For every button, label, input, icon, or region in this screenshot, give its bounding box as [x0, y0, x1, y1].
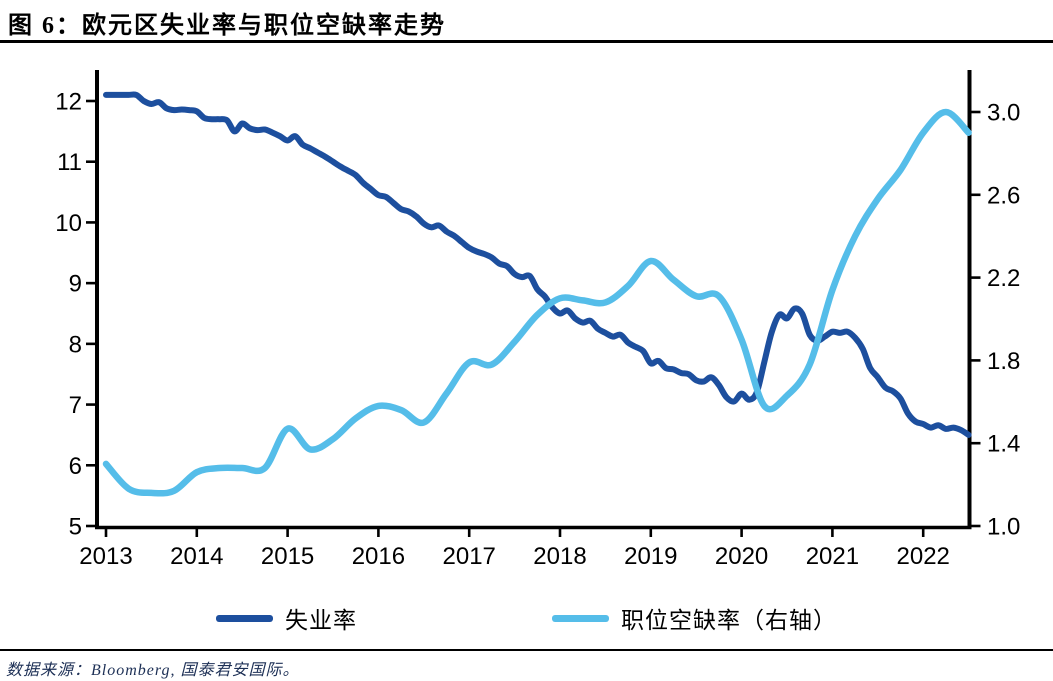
right-axis-tick-label: 3.0: [987, 100, 1020, 127]
right-axis-tick-label: 1.8: [987, 348, 1020, 375]
vacancy-line-swatch: [552, 614, 609, 622]
x-axis-tick-label: 2020: [715, 543, 768, 570]
legend-item-unemployment: 失业率: [216, 601, 357, 635]
unemployment-line-swatch: [216, 614, 273, 622]
figure-title: 图 6：欧元区失业率与职位空缺率走势: [8, 13, 446, 39]
right-axis-tick-label: 2.6: [987, 182, 1020, 209]
x-axis-tick-label: 2013: [79, 543, 132, 570]
left-axis-tick-label: 5: [69, 514, 82, 541]
left-axis-tick-label: 9: [69, 271, 82, 298]
vacancy-line: [102, 108, 972, 497]
data-source-note: 数据来源：Bloomberg, 国泰君安国际。: [6, 662, 300, 679]
x-axis-tick-label: 2018: [533, 543, 586, 570]
left-axis-tick-label: 6: [69, 453, 82, 480]
legend-item-vacancy: 职位空缺率（右轴）: [552, 601, 837, 635]
x-axis-tick-label: 2021: [806, 543, 859, 570]
footer-divider: [0, 649, 1053, 651]
chart-legend: 失业率 职位空缺率（右轴）: [0, 601, 1053, 635]
dual-axis-line-chart: 12 11 10 9 8 7 6 5 3.0 2.6 2.2 1.8 1.4 1.0 2013 2014 201…: [55, 70, 1020, 570]
right-axis-tick-label: 2.2: [987, 265, 1020, 292]
x-axis-tick-label: 2019: [624, 543, 677, 570]
x-axis-tick-label: 2015: [261, 543, 314, 570]
left-axis-tick-label: 12: [55, 89, 82, 116]
x-axis-tick-label: 2017: [443, 543, 496, 570]
right-axis-tick-label: 1.0: [987, 514, 1020, 541]
legend-label-unemployment: 失业率: [285, 608, 357, 633]
x-axis-tick-label: 2022: [897, 543, 950, 570]
legend-label-vacancy: 职位空缺率（右轴）: [621, 608, 837, 633]
left-axis-tick-label: 7: [69, 392, 82, 419]
unemployment-line: [103, 91, 972, 438]
left-axis-tick-label: 8: [69, 331, 82, 358]
x-axis-tick-label: 2016: [352, 543, 405, 570]
left-axis-tick-label: 10: [55, 210, 82, 237]
left-axis-tick-label: 11: [57, 149, 82, 176]
right-axis-tick-label: 1.4: [987, 431, 1020, 458]
x-axis-tick-label: 2014: [170, 543, 223, 570]
title-divider: [0, 40, 1053, 43]
